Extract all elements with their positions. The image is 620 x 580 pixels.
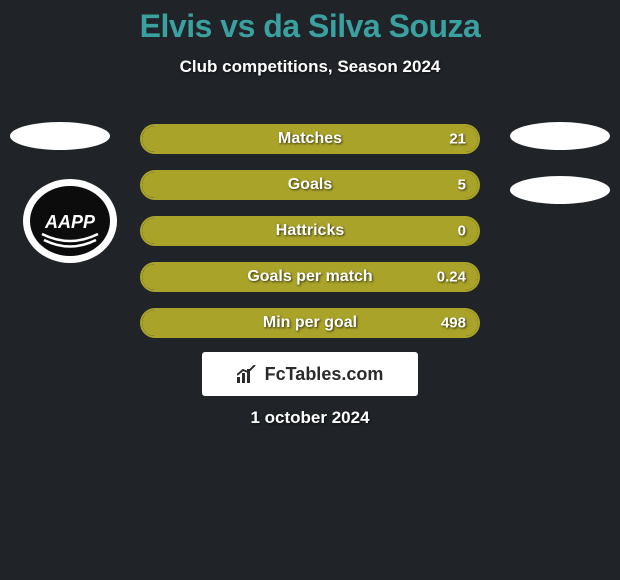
- stat-bars: Matches 21 Goals 5 Hattricks 0 Goals per match…: [140, 124, 480, 354]
- player-badge-right: [510, 122, 610, 150]
- stat-bar: Matches 21: [140, 124, 480, 154]
- stat-bar-label: Min per goal: [263, 314, 357, 332]
- club-logo: 14.08.190 AAPP: [22, 178, 118, 264]
- page-title: Elvis vs da Silva Souza: [0, 0, 620, 45]
- club-logo-top-text: 14.08.190: [50, 190, 90, 200]
- brand-text: FcTables.com: [265, 364, 384, 385]
- stat-bar-label: Matches: [278, 130, 342, 148]
- subtitle: Club competitions, Season 2024: [0, 57, 620, 77]
- stat-bar-value: 21: [449, 131, 466, 148]
- date-text: 1 october 2024: [0, 408, 620, 428]
- stat-bar-label: Hattricks: [276, 222, 344, 240]
- stat-bar-value: 5: [458, 177, 466, 194]
- stat-bar: Goals 5: [140, 170, 480, 200]
- chart-icon: [237, 365, 259, 383]
- player-badge-left: [10, 122, 110, 150]
- stat-bar-value: 0.24: [437, 269, 466, 286]
- stat-bar-label: Goals: [288, 176, 332, 194]
- stat-bar-label: Goals per match: [247, 268, 372, 286]
- brand-box[interactable]: FcTables.com: [202, 352, 418, 396]
- stat-bar-value: 498: [441, 315, 466, 332]
- club-logo-initials: AAPP: [44, 212, 96, 232]
- stat-bar: Hattricks 0: [140, 216, 480, 246]
- stat-bar: Goals per match 0.24: [140, 262, 480, 292]
- stat-bar-value: 0: [458, 223, 466, 240]
- stat-bar: Min per goal 498: [140, 308, 480, 338]
- player-badge-right: [510, 176, 610, 204]
